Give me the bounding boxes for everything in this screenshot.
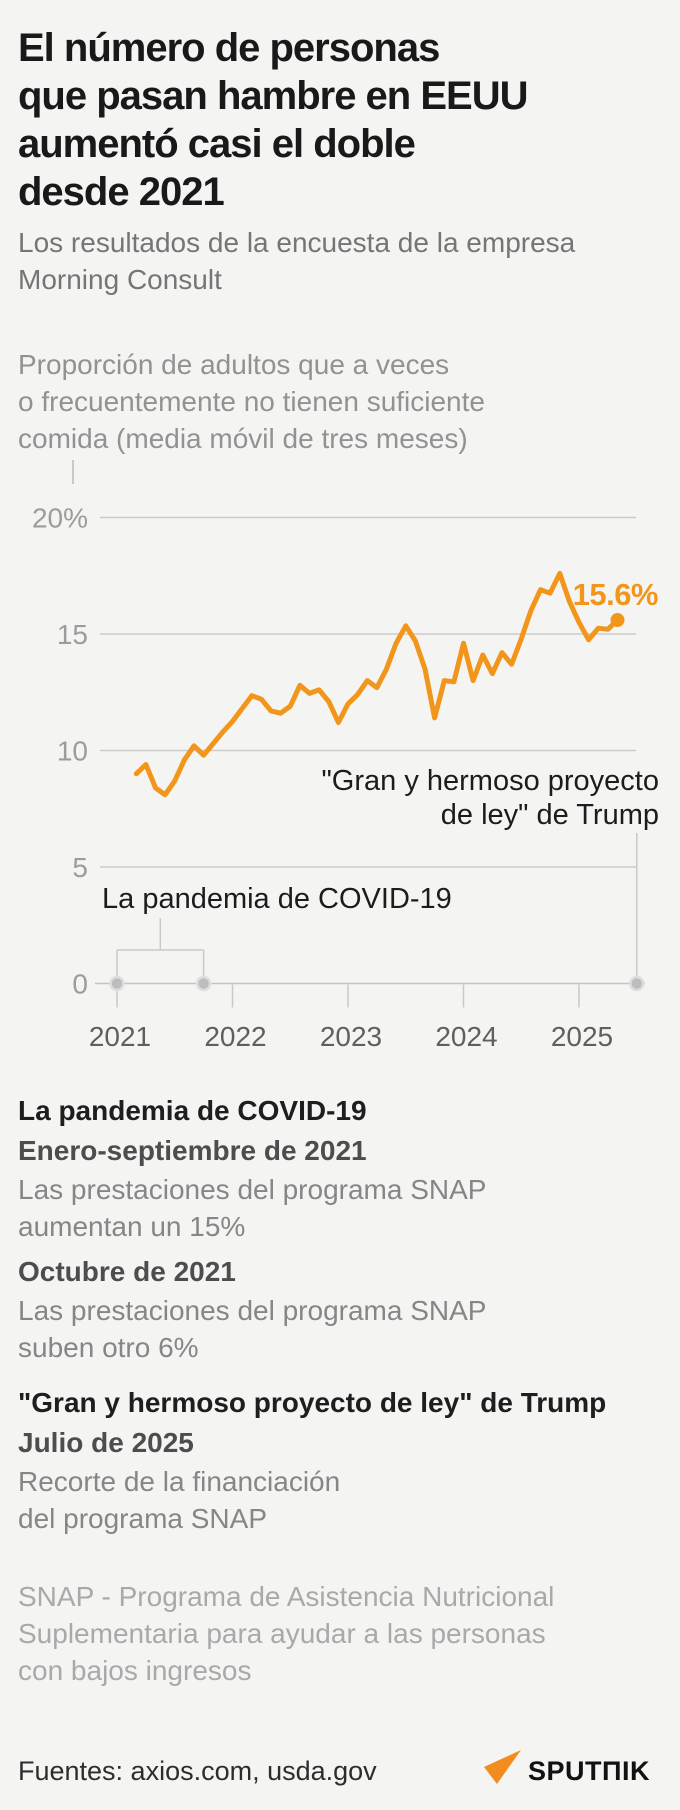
legend-body: Las prestaciones del programa SNAP suben…	[18, 1292, 662, 1366]
legend-body-line: suben otro 6%	[18, 1332, 199, 1363]
y-axis-label: 10	[57, 736, 88, 767]
page-title-line: que pasan hambre en EEUU	[18, 74, 528, 118]
chart-description-line: Proporción de adultos que a veces	[18, 349, 450, 380]
x-axis-label: 2025	[551, 1021, 613, 1052]
data-line	[133, 570, 620, 798]
chart-description-line: comida (media móvil de tres meses)	[18, 423, 468, 454]
y-axis-label: 20%	[32, 503, 88, 534]
snap-footnote-line: Suplementaria para ayudar a las personas	[18, 1618, 546, 1649]
x-axis-label: 2023	[320, 1021, 382, 1052]
legend-heading-trump-bill: "Gran y hermoso proyecto de ley" de Trum…	[18, 1387, 607, 1418]
legend-body-line: Las prestaciones del programa SNAP	[18, 1295, 487, 1326]
page-title-line: aumentó casi el doble	[18, 122, 416, 166]
snap-footnote-line: SNAP - Programa de Asistencia Nutriciona…	[18, 1581, 555, 1612]
covid-annotation-label: La pandemia de COVID-19	[102, 883, 452, 915]
current-value-label: 15.6%	[572, 577, 659, 612]
legend-body-line: Recorte de la financiación	[18, 1466, 341, 1497]
sputnik-wordmark: SPUTΠIK	[528, 1756, 650, 1786]
sources-text: Fuentes: axios.com, usda.gov	[18, 1756, 377, 1786]
legend: La pandemia de COVID-19 Enero-septiembre…	[18, 1093, 662, 1537]
legend-subheading: Octubre de 2021	[18, 1256, 236, 1287]
x-axis-label: 2022	[204, 1021, 266, 1052]
timeline-event-marker	[109, 975, 125, 992]
chart-description: Proporción de adultos que a veces o frec…	[18, 346, 658, 457]
hunger-trend-line-chart: 0 5 10 15 20% 2021 2022 2023 2024 2025	[32, 460, 645, 1052]
legend-subheading: Enero-septiembre de 2021	[18, 1135, 367, 1166]
page-title: El número de personas que pasan hambre e…	[18, 24, 658, 216]
trump-bill-annotation-label: "Gran y hermoso proyecto de ley" de Trum…	[322, 764, 660, 832]
y-axis-label: 15	[57, 619, 88, 650]
legend-body-line: aumentan un 15%	[18, 1211, 246, 1242]
legend-subheading: Julio de 2025	[18, 1427, 194, 1458]
page-subtitle-line: Morning Consult	[18, 264, 222, 295]
page-subtitle: Los resultados de la encuesta de la empr…	[18, 224, 658, 298]
timeline-event-marker	[629, 975, 645, 992]
legend-body: Las prestaciones del programa SNAP aumen…	[18, 1171, 662, 1245]
legend-body-line: Las prestaciones del programa SNAP	[18, 1174, 487, 1205]
legend-body: Recorte de la financiación del programa …	[18, 1463, 662, 1537]
chart-description-line: o frecuentemente no tienen suficiente	[18, 386, 485, 417]
snap-footnote: SNAP - Programa de Asistencia Nutriciona…	[18, 1578, 662, 1689]
page-subtitle-line: Los resultados de la encuesta de la empr…	[18, 227, 576, 258]
x-axis-label: 2021	[89, 1021, 151, 1052]
trump-bill-annotation-line: "Gran y hermoso proyecto	[321, 765, 660, 797]
trump-bill-annotation-line: de ley" de Trump	[440, 799, 659, 831]
y-axis-label: 0	[72, 969, 88, 1000]
x-axis-label: 2024	[435, 1021, 497, 1052]
snap-footnote-line: con bajos ingresos	[18, 1655, 252, 1686]
sputnik-logo-mark-icon	[484, 1750, 521, 1784]
sputnik-logo: SPUTΠIK	[484, 1750, 664, 1788]
y-axis-label: 5	[72, 852, 88, 883]
page-title-line: desde 2021	[18, 170, 225, 214]
current-point-marker	[610, 613, 625, 628]
legend-heading-covid: La pandemia de COVID-19	[18, 1095, 367, 1126]
timeline-event-marker	[195, 975, 212, 992]
legend-body-line: del programa SNAP	[18, 1503, 268, 1534]
page-title-line: El número de personas	[18, 26, 440, 70]
